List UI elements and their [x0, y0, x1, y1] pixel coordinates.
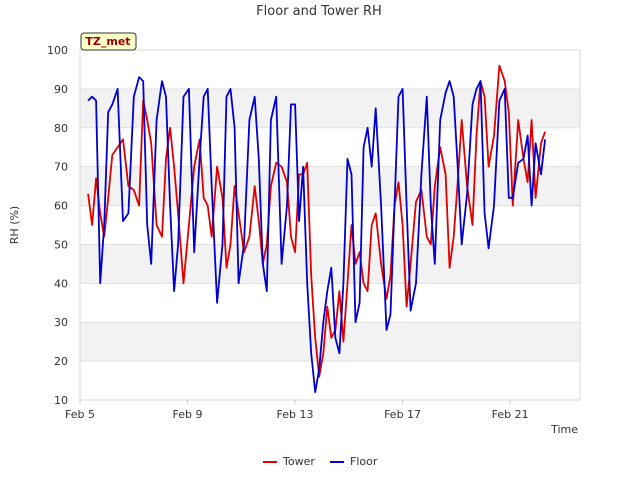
y-tick-label: 70: [54, 161, 68, 174]
badge-box: [80, 32, 137, 51]
tz-met-badge: TZ_met: [80, 32, 137, 51]
y-axis-label: RH (%): [8, 206, 21, 244]
legend: Tower Floor: [263, 455, 378, 468]
badge-text: TZ_met: [85, 35, 130, 48]
y-tick-label: 80: [54, 122, 68, 135]
y-tick-label: 90: [54, 83, 68, 96]
plot-area-frame: [79, 49, 581, 401]
x-axis-ticks: Feb 5 Feb 9 Feb 13 Feb 17 Feb 21: [65, 400, 529, 421]
x-tick-label: Feb 13: [277, 408, 314, 421]
y-tick-label: 50: [54, 238, 68, 251]
y-tick-label: 60: [54, 200, 68, 213]
y-tick-label: 40: [54, 277, 68, 290]
y-axis-ticks: 10 20 30 40 50 60 70 80 90 100: [47, 44, 68, 407]
series-line-floor: [87, 76, 546, 394]
x-tick-label: Feb 17: [384, 408, 421, 421]
x-tick-label: Feb 9: [173, 408, 203, 421]
y-tick-label: 30: [54, 316, 68, 329]
y-tick-label: 100: [47, 44, 68, 57]
x-tick-label: Feb 21: [492, 408, 529, 421]
legend-label-floor: Floor: [350, 455, 378, 468]
legend-label-tower: Tower: [282, 455, 315, 468]
chart-title: Floor and Tower RH: [256, 4, 382, 19]
y-tick-label: 10: [54, 394, 68, 407]
x-axis-label: Time: [550, 423, 578, 436]
y-tick-label: 20: [54, 355, 68, 368]
data-series: [87, 64, 546, 394]
x-tick-label: Feb 5: [65, 408, 95, 421]
